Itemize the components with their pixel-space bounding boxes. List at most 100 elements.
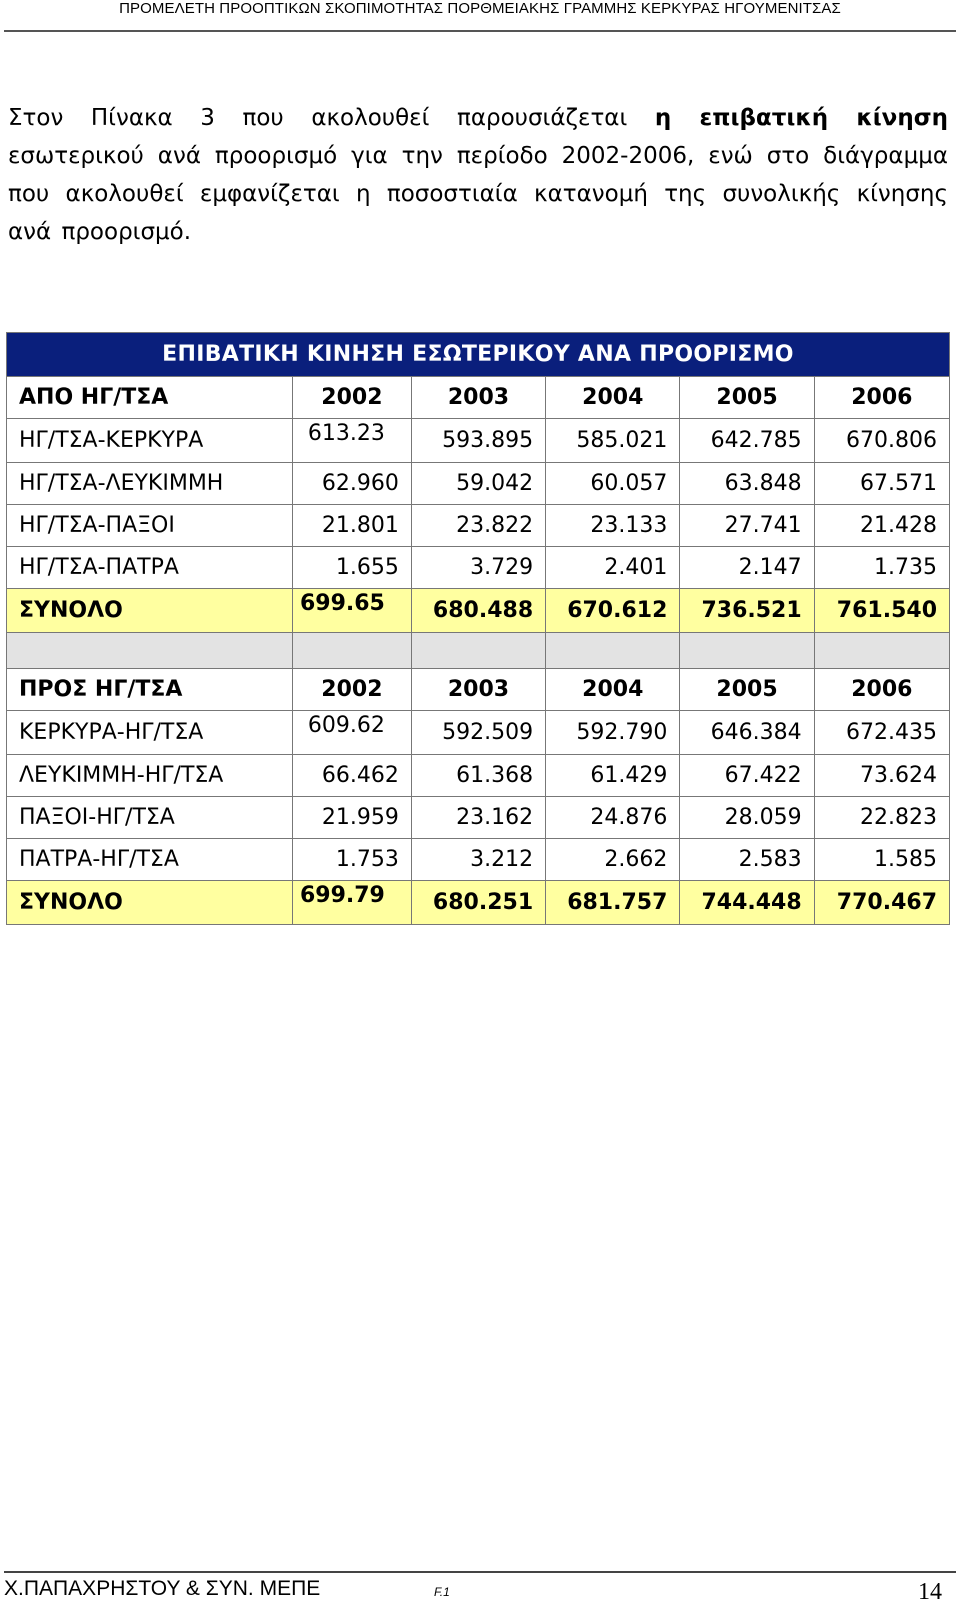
page-header: ΠΡΟΜΕΛΕΤΗ ΠΡΟΟΠΤΙΚΩΝ ΣΚΟΠΙΜΟΤΗΤΑΣ ΠΟΡΘΜΕ… <box>4 0 956 32</box>
value-cell: 21.801 <box>291 504 412 547</box>
total-cell: 680.251 <box>410 880 547 925</box>
page-footer: Χ.ΠΑΠΑΧΡΗΣΤΟΥ & ΣΥΝ. ΜΕΠΕ F.1 14 <box>4 1571 956 1606</box>
intro-text-start: Στον Πίνακα 3 που ακολουθεί παρουσιάζετα… <box>8 105 655 131</box>
table-title-row: ΕΠΙΒΑΤΙΚΗ ΚΙΝΗΣΗ ΕΣΩΤΕΡΙΚΟΥ ΑΝΑ ΠΡΟΟΡΙΣΜ… <box>6 332 950 377</box>
total-cell: 681.757 <box>545 880 681 925</box>
value-cell: 2.401 <box>545 546 681 589</box>
value-cell: 642.785 <box>679 418 815 463</box>
to-header-row: ΠΡΟΣ ΗΓ/ΤΣΑ 2002 2003 2004 2005 2006 <box>6 668 951 711</box>
spacer-cell <box>679 632 815 669</box>
total-label: ΣΥΝΟΛΟ <box>6 880 293 925</box>
total-cell: 670.612 <box>545 588 681 633</box>
value-cell: 23.822 <box>410 504 547 547</box>
footer-company: Χ.ΠΑΠΑΧΡΗΣΤΟΥ & ΣΥΝ. ΜΕΠΕ <box>4 1577 321 1600</box>
value-cell: 59.042 <box>410 462 547 505</box>
total-cell: 699.65 <box>291 588 412 633</box>
value-cell: 23.162 <box>410 796 547 839</box>
value-cell: 28.059 <box>679 796 815 839</box>
value-cell: 67.571 <box>813 462 951 505</box>
value-cell: 24.876 <box>545 796 681 839</box>
value-cell: 61.429 <box>545 754 681 797</box>
intro-text-end: εσωτερικού ανά προορισμό για την περίοδο… <box>8 143 948 245</box>
table-row: ΚΕΡΚΥΡΑ-ΗΓ/ΤΣΑ 609.62 592.509 592.790 64… <box>6 710 951 755</box>
value-cell: 2.147 <box>679 546 815 589</box>
total-cell: 699.79 <box>291 880 412 925</box>
table-row: ΠΑΤΡΑ-ΗΓ/ΤΣΑ 1.753 3.212 2.662 2.583 1.5… <box>6 838 951 881</box>
table-row: ΗΓ/ΤΣΑ-ΠΑΤΡΑ 1.655 3.729 2.401 2.147 1.7… <box>6 546 951 589</box>
value-cell: 66.462 <box>291 754 412 797</box>
total-cell: 680.488 <box>410 588 547 633</box>
table-row: ΗΓ/ΤΣΑ-ΠΑΞΟΙ 21.801 23.822 23.133 27.741… <box>6 504 951 547</box>
value-cell: 672.435 <box>813 710 951 755</box>
value-cell: 592.509 <box>410 710 547 755</box>
header-cell: 2006 <box>813 376 951 419</box>
spacer-cell <box>6 632 293 669</box>
total-cell: 770.467 <box>813 880 951 925</box>
value-cell: 646.384 <box>679 710 815 755</box>
route-cell: ΗΓ/ΤΣΑ-ΠΑΤΡΑ <box>6 546 293 589</box>
total-text: 699.65 <box>299 591 385 616</box>
route-cell: ΚΕΡΚΥΡΑ-ΗΓ/ΤΣΑ <box>6 710 293 755</box>
route-cell: ΠΑΤΡΑ-ΗΓ/ΤΣΑ <box>6 838 293 881</box>
spacer-cell <box>410 632 547 669</box>
route-cell: ΗΓ/ΤΣΑ-ΛΕΥΚΙΜΜΗ <box>6 462 293 505</box>
route-cell: ΗΓ/ΤΣΑ-ΠΑΞΟΙ <box>6 504 293 547</box>
footer-code: F.1 <box>434 1585 450 1599</box>
value-cell: 593.895 <box>410 418 547 463</box>
table-title: ΕΠΙΒΑΤΙΚΗ ΚΙΝΗΣΗ ΕΣΩΤΕΡΙΚΟΥ ΑΝΑ ΠΡΟΟΡΙΣΜ… <box>6 332 950 377</box>
header-cell: 2002 <box>291 668 412 711</box>
total-cell: 736.521 <box>679 588 815 633</box>
spacer-row <box>6 632 951 669</box>
value-cell: 73.624 <box>813 754 951 797</box>
total-cell: 744.448 <box>679 880 815 925</box>
table-row: ΗΓ/ΤΣΑ-ΛΕΥΚΙΜΜΗ 62.960 59.042 60.057 63.… <box>6 462 951 505</box>
table-row: ΛΕΥΚΙΜΜΗ-ΗΓ/ΤΣΑ 66.462 61.368 61.429 67.… <box>6 754 951 797</box>
header-cell: 2003 <box>410 668 547 711</box>
spacer-cell <box>813 632 951 669</box>
route-cell: ΗΓ/ΤΣΑ-ΚΕΡΚΥΡΑ <box>6 418 293 463</box>
value-cell: 21.428 <box>813 504 951 547</box>
total-text: 699.79 <box>299 883 385 908</box>
value-cell: 60.057 <box>545 462 681 505</box>
value-cell: 1.655 <box>291 546 412 589</box>
route-cell: ΠΑΞΟΙ-ΗΓ/ΤΣΑ <box>6 796 293 839</box>
table-row: ΗΓ/ΤΣΑ-ΚΕΡΚΥΡΑ 613.23 593.895 585.021 64… <box>6 418 951 463</box>
value-cell: 22.823 <box>813 796 951 839</box>
value-cell: 670.806 <box>813 418 951 463</box>
value-cell: 61.368 <box>410 754 547 797</box>
value-cell: 609.62 <box>291 710 412 755</box>
total-label: ΣΥΝΟΛΟ <box>6 588 293 633</box>
from-total-row: ΣΥΝΟΛΟ 699.65 680.488 670.612 736.521 76… <box>6 588 951 633</box>
passenger-traffic-table: ΕΠΙΒΑΤΙΚΗ ΚΙΝΗΣΗ ΕΣΩΤΕΡΙΚΟΥ ΑΝΑ ΠΡΟΟΡΙΣΜ… <box>6 332 951 925</box>
document-title: ΠΡΟΜΕΛΕΤΗ ΠΡΟΟΠΤΙΚΩΝ ΣΚΟΠΙΜΟΤΗΤΑΣ ΠΟΡΘΜΕ… <box>119 0 841 17</box>
spacer-cell <box>545 632 681 669</box>
spacer-cell <box>291 632 412 669</box>
header-cell: 2005 <box>679 376 815 419</box>
value-cell: 613.23 <box>291 418 412 463</box>
total-cell: 761.540 <box>813 588 951 633</box>
value-cell: 1.585 <box>813 838 951 881</box>
value-cell: 3.212 <box>410 838 547 881</box>
value-cell: 67.422 <box>679 754 815 797</box>
value-cell: 2.662 <box>545 838 681 881</box>
table-row: ΠΑΞΟΙ-ΗΓ/ΤΣΑ 21.959 23.162 24.876 28.059… <box>6 796 951 839</box>
header-cell: ΠΡΟΣ ΗΓ/ΤΣΑ <box>6 668 293 711</box>
value-cell: 27.741 <box>679 504 815 547</box>
value-cell: 63.848 <box>679 462 815 505</box>
header-cell: 2006 <box>813 668 951 711</box>
value-cell: 23.133 <box>545 504 681 547</box>
header-cell: 2003 <box>410 376 547 419</box>
value-cell: 2.583 <box>679 838 815 881</box>
value-cell: 3.729 <box>410 546 547 589</box>
value-cell: 62.960 <box>291 462 412 505</box>
page-number: 14 <box>918 1579 942 1605</box>
intro-bold-phrase: η επιβατική κίνηση <box>654 105 948 131</box>
header-cell: 2004 <box>545 668 681 711</box>
to-total-row: ΣΥΝΟΛΟ 699.79 680.251 681.757 744.448 77… <box>6 880 951 925</box>
value-text: 609.62 <box>307 713 385 738</box>
value-cell: 592.790 <box>545 710 681 755</box>
header-cell: 2002 <box>291 376 412 419</box>
value-cell: 21.959 <box>291 796 412 839</box>
value-cell: 1.735 <box>813 546 951 589</box>
header-cell: ΑΠΟ ΗΓ/ΤΣΑ <box>6 376 293 419</box>
